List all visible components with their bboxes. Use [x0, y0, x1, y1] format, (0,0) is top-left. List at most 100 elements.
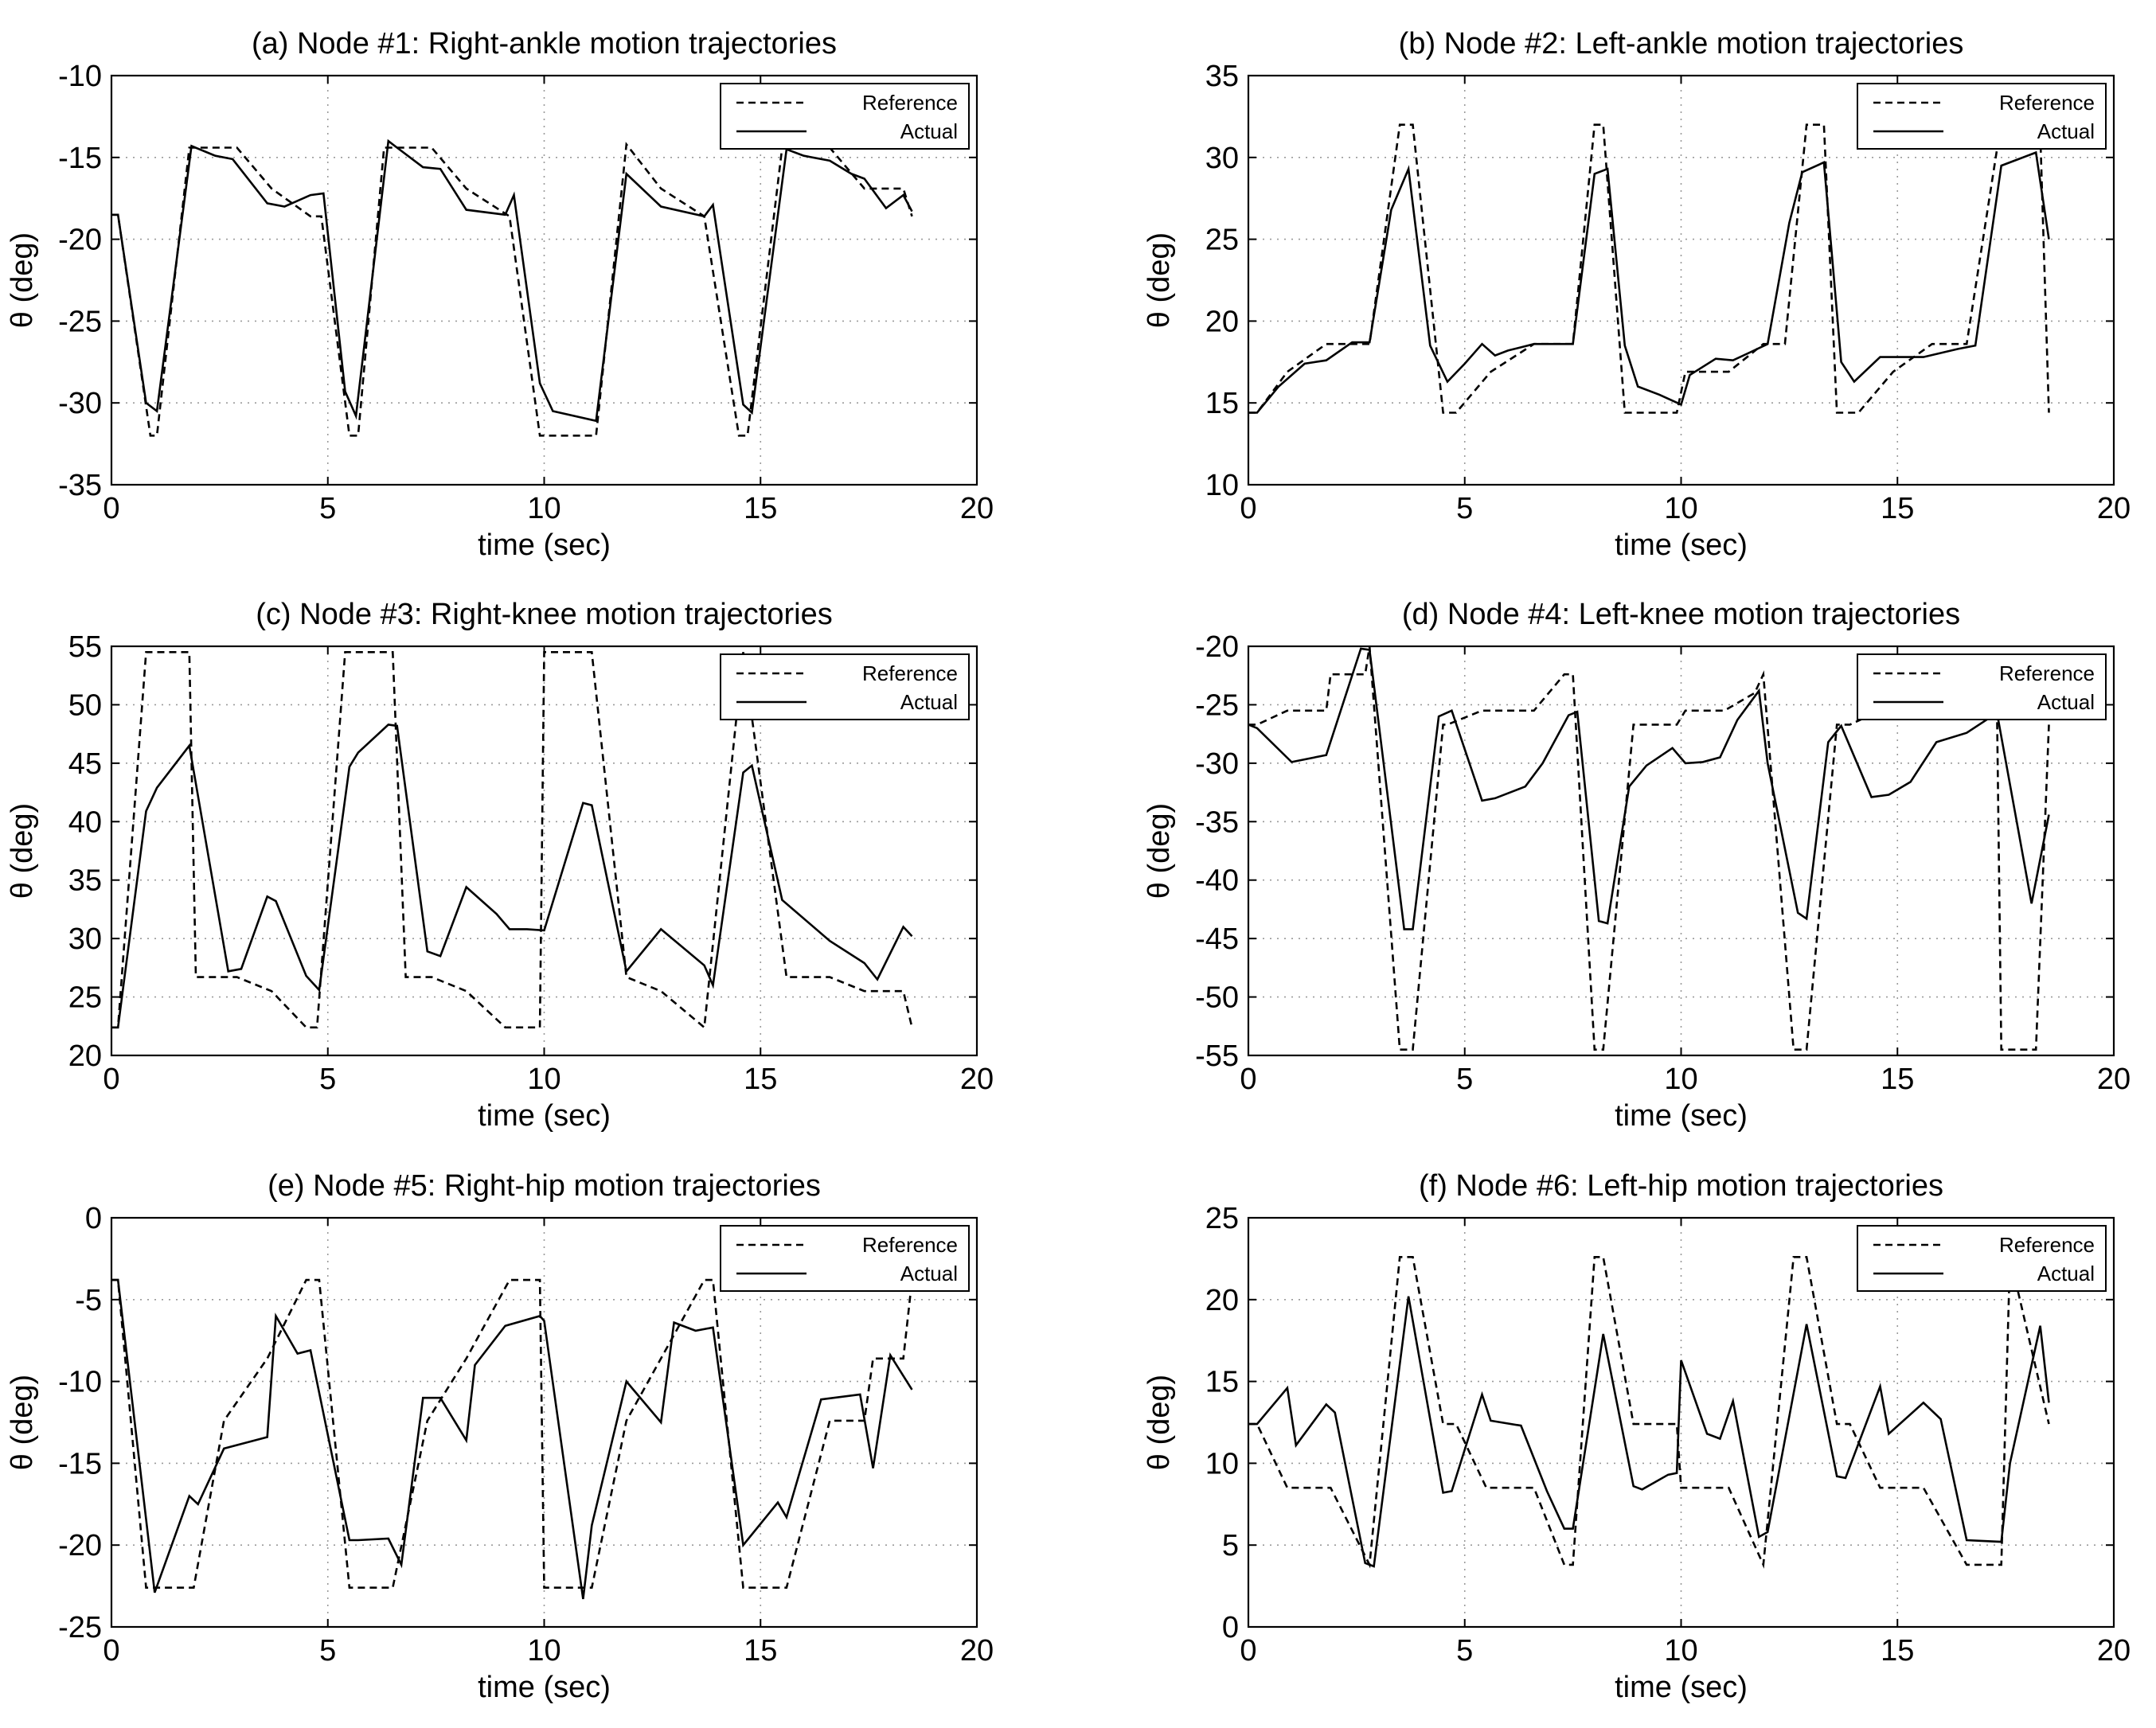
chart-1-xlabel: time (sec) [1615, 529, 1748, 562]
chart-2-x-tick-label: 20 [960, 1063, 994, 1096]
chart-2-y-tick-label: 45 [68, 747, 102, 781]
chart-5-x-tick-label: 10 [1664, 1634, 1697, 1668]
chart-0-legend: Reference Actual [721, 84, 969, 149]
chart-4-ylabel: θ (deg) [6, 1375, 39, 1470]
chart-3-x-tick-label: 15 [1881, 1063, 1914, 1096]
chart-2-x-tick-label: 5 [319, 1063, 336, 1096]
chart-2-y-tick-label: 20 [68, 1040, 102, 1073]
chart-1-y-tick-label: 20 [1205, 305, 1239, 338]
chart-5-y-tick-label: 25 [1205, 1202, 1239, 1235]
chart-2-legend-label-reference: Reference [862, 661, 958, 685]
chart-4-y-tick-label: -25 [58, 1611, 102, 1644]
chart-3-x-tick-label: 10 [1664, 1063, 1697, 1096]
chart-0-x-tick-label: 0 [103, 492, 119, 525]
chart-3-x-tick-label: 20 [2097, 1063, 2131, 1096]
chart-4-x-tick-label: 5 [319, 1634, 336, 1668]
chart-3-ylabel: θ (deg) [1142, 803, 1176, 899]
chart-4-xlabel: time (sec) [478, 1671, 611, 1704]
chart-1-x-tick-label: 15 [1881, 492, 1914, 525]
chart-3-y-tick-label: -45 [1195, 923, 1239, 956]
chart-3-y-tick-label: -35 [1195, 805, 1239, 839]
chart-4-y-tick-label: 0 [85, 1202, 102, 1235]
chart-5-title: (f) Node #6: Left-hip motion trajectorie… [1419, 1169, 1943, 1203]
chart-0-x-tick-label: 10 [527, 492, 560, 525]
chart-4-legend-label-reference: Reference [862, 1233, 958, 1257]
chart-0-legend-label-reference: Reference [862, 91, 958, 115]
chart-5-x-tick-label: 5 [1456, 1634, 1473, 1668]
chart-4-y-tick-label: -10 [58, 1366, 102, 1399]
chart-2-x-tick-label: 0 [103, 1063, 119, 1096]
chart-5-y-tick-label: 20 [1205, 1284, 1239, 1317]
chart-1-legend-label-actual: Actual [2037, 119, 2095, 143]
chart-2-xlabel: time (sec) [478, 1099, 611, 1133]
chart-0-y-tick-label: -35 [58, 469, 102, 502]
chart-3-y-tick-label: -25 [1195, 688, 1239, 722]
chart-2-legend-label-actual: Actual [900, 690, 958, 714]
chart-3-y-tick-label: -20 [1195, 630, 1239, 664]
chart-3-legend-label-actual: Actual [2037, 690, 2095, 714]
chart-4-legend-label-actual: Actual [900, 1262, 958, 1285]
chart-5-legend-label-reference: Reference [1999, 1233, 2095, 1257]
chart-4-y-tick-label: -5 [75, 1284, 102, 1317]
chart-1-title: (b) Node #2: Left-ankle motion trajector… [1399, 27, 1964, 60]
chart-0-ylabel: θ (deg) [6, 232, 39, 328]
chart-2-x-tick-label: 10 [527, 1063, 560, 1096]
chart-1-y-tick-label: 35 [1205, 60, 1239, 93]
chart-0-y-tick-label: -15 [58, 142, 102, 175]
chart-3-x-tick-label: 0 [1240, 1063, 1256, 1096]
chart-4-x-tick-label: 15 [744, 1634, 777, 1668]
chart-4-title: (e) Node #5: Right-hip motion trajectori… [268, 1169, 821, 1203]
chart-0-x-tick-label: 5 [319, 492, 336, 525]
chart-4-y-tick-label: -15 [58, 1447, 102, 1480]
chart-5-x-tick-label: 0 [1240, 1634, 1256, 1668]
chart-1-y-tick-label: 30 [1205, 142, 1239, 175]
chart-2-ylabel: θ (deg) [6, 803, 39, 899]
chart-1-x-tick-label: 20 [2097, 492, 2131, 525]
chart-2-legend: Reference Actual [721, 654, 969, 720]
chart-1-ylabel: θ (deg) [1142, 232, 1176, 328]
chart-2-y-tick-label: 50 [68, 688, 102, 722]
chart-0-x-tick-label: 15 [744, 492, 777, 525]
chart-4-x-tick-label: 0 [103, 1634, 119, 1668]
chart-2-y-tick-label: 40 [68, 805, 102, 839]
chart-5-y-tick-label: 15 [1205, 1366, 1239, 1399]
chart-5-xlabel: time (sec) [1615, 1671, 1748, 1704]
chart-1-x-tick-label: 0 [1240, 492, 1256, 525]
chart-1-x-tick-label: 10 [1664, 492, 1697, 525]
chart-3-x-tick-label: 5 [1456, 1063, 1473, 1096]
chart-2-y-tick-label: 35 [68, 864, 102, 898]
chart-4-x-tick-label: 10 [527, 1634, 560, 1668]
chart-0-x-tick-label: 20 [960, 492, 994, 525]
chart-3-y-tick-label: -55 [1195, 1040, 1239, 1073]
chart-5-x-tick-label: 20 [2097, 1634, 2131, 1668]
chart-1-y-tick-label: 25 [1205, 224, 1239, 257]
chart-0-y-tick-label: -20 [58, 224, 102, 257]
chart-0-y-tick-label: -30 [58, 387, 102, 420]
chart-5-y-tick-label: 10 [1205, 1447, 1239, 1480]
chart-0-xlabel: time (sec) [478, 529, 611, 562]
chart-3-title: (d) Node #4: Left-knee motion trajectori… [1402, 598, 1960, 631]
chart-2-y-tick-label: 55 [68, 630, 102, 664]
chart-0-y-tick-label: -25 [58, 305, 102, 338]
chart-3-y-tick-label: -50 [1195, 981, 1239, 1015]
chart-4-legend: Reference Actual [721, 1226, 969, 1291]
chart-5-legend-label-actual: Actual [2037, 1262, 2095, 1285]
chart-4-y-tick-label: -20 [58, 1529, 102, 1562]
chart-0-legend-label-actual: Actual [900, 119, 958, 143]
chart-3-y-tick-label: -30 [1195, 747, 1239, 781]
chart-0-title: (a) Node #1: Right-ankle motion trajecto… [252, 27, 837, 60]
chart-2-x-tick-label: 15 [744, 1063, 777, 1096]
chart-0-y-tick-label: -10 [58, 60, 102, 93]
chart-5-ylabel: θ (deg) [1142, 1375, 1176, 1470]
chart-2-y-tick-label: 25 [68, 981, 102, 1015]
chart-2-title: (c) Node #3: Right-knee motion trajector… [256, 598, 832, 631]
chart-5-x-tick-label: 15 [1881, 1634, 1914, 1668]
chart-5-y-tick-label: 0 [1222, 1611, 1239, 1644]
chart-1-legend-label-reference: Reference [1999, 91, 2095, 115]
chart-2-y-tick-label: 30 [68, 923, 102, 956]
chart-4-x-tick-label: 20 [960, 1634, 994, 1668]
chart-1-x-tick-label: 5 [1456, 492, 1473, 525]
